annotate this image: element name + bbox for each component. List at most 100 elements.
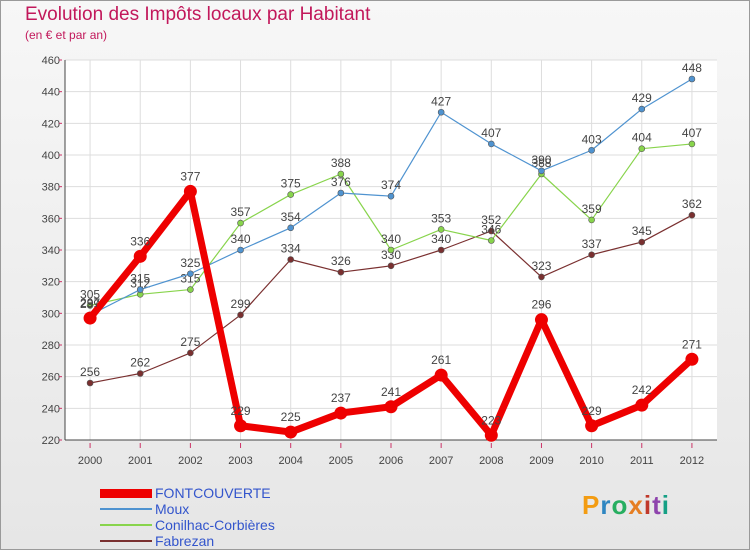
data-label-conilhac-corbi-res: 340 xyxy=(381,232,401,246)
data-point-conilhac-corbi-res xyxy=(488,237,495,244)
data-label-fontcouverte: 336 xyxy=(130,234,150,248)
legend-swatch-fabrezan xyxy=(100,540,152,542)
x-tick-label: 2010 xyxy=(579,455,603,467)
data-point-fabrezan xyxy=(538,273,545,281)
data-label-fabrezan: 330 xyxy=(381,248,401,262)
data-point-moux xyxy=(638,105,646,113)
data-point-conilhac-corbi-res xyxy=(287,191,294,198)
data-point-fabrezan xyxy=(287,256,294,263)
logo-letter: o xyxy=(611,490,629,520)
x-tick-label: 2009 xyxy=(529,455,553,467)
legend-swatch-fontcouverte xyxy=(100,489,152,498)
data-label-conilhac-corbi-res: 407 xyxy=(682,126,702,140)
data-label-fabrezan: 340 xyxy=(431,232,451,246)
chart-title: Evolution des Impôts locaux par Habitant xyxy=(25,4,371,25)
x-tick-label: 2003 xyxy=(228,455,252,467)
data-label-fontcouverte: 241 xyxy=(381,385,401,399)
data-label-fontcouverte: 242 xyxy=(632,383,652,397)
x-tick-label: 2007 xyxy=(429,455,453,467)
data-point-moux xyxy=(488,140,495,148)
data-label-conilhac-corbi-res: 404 xyxy=(632,131,652,145)
proxiti-logo: Proxiti xyxy=(582,490,670,521)
data-point-fabrezan xyxy=(187,349,194,357)
data-label-moux: 340 xyxy=(231,232,251,246)
data-point-fabrezan xyxy=(638,238,646,246)
logo-letter: i xyxy=(643,490,653,520)
data-point-moux xyxy=(187,270,194,278)
data-label-fabrezan: 352 xyxy=(481,213,501,227)
data-point-moux xyxy=(538,167,545,175)
data-point-conilhac-corbi-res xyxy=(437,226,445,233)
data-point-fontcouverte xyxy=(133,249,147,263)
data-label-fabrezan: 334 xyxy=(281,242,301,256)
data-point-fabrezan xyxy=(588,251,595,259)
data-label-moux: 403 xyxy=(582,132,602,146)
data-label-fontcouverte: 223 xyxy=(481,413,501,427)
data-label-moux: 315 xyxy=(130,272,150,286)
data-label-fabrezan: 362 xyxy=(682,197,702,211)
y-tick-label: 300 xyxy=(42,308,60,320)
data-label-conilhac-corbi-res: 359 xyxy=(582,202,602,216)
x-tick-label: 2008 xyxy=(479,455,503,467)
legend-label-moux: Moux xyxy=(155,501,190,517)
x-tick-label: 2004 xyxy=(278,455,302,467)
data-label-fontcouverte: 229 xyxy=(582,404,602,418)
data-point-fontcouverte xyxy=(183,184,197,198)
data-point-fabrezan xyxy=(488,227,495,235)
x-tick-label: 2000 xyxy=(78,455,102,467)
data-point-fontcouverte xyxy=(635,398,649,412)
data-label-fontcouverte: 297 xyxy=(80,296,100,310)
logo-letter: i xyxy=(661,490,670,520)
data-label-fontcouverte: 296 xyxy=(531,298,551,312)
y-tick-label: 460 xyxy=(42,55,60,67)
y-tick-label: 440 xyxy=(42,87,60,99)
data-point-fabrezan xyxy=(688,211,696,219)
data-point-conilhac-corbi-res xyxy=(86,302,94,309)
data-point-fontcouverte xyxy=(384,400,398,414)
data-point-conilhac-corbi-res xyxy=(688,140,696,148)
data-label-moux: 376 xyxy=(331,175,351,189)
y-tick-label: 240 xyxy=(42,403,60,415)
data-label-fabrezan: 337 xyxy=(582,237,602,251)
data-label-fontcouverte: 377 xyxy=(180,169,200,183)
data-label-fabrezan: 323 xyxy=(531,259,551,273)
data-point-fontcouverte xyxy=(484,428,498,442)
x-tick-label: 2012 xyxy=(680,455,704,467)
y-tick-label: 340 xyxy=(42,245,60,257)
logo-letter: r xyxy=(600,490,612,520)
y-tick-label: 420 xyxy=(42,118,60,130)
y-tick-label: 380 xyxy=(42,182,60,194)
logo-letter: x xyxy=(628,490,644,520)
data-point-conilhac-corbi-res xyxy=(387,246,395,254)
data-point-conilhac-corbi-res xyxy=(638,145,646,152)
data-label-moux: 407 xyxy=(481,126,501,140)
data-label-conilhac-corbi-res: 388 xyxy=(331,156,351,170)
data-label-conilhac-corbi-res: 346 xyxy=(481,223,501,237)
data-point-conilhac-corbi-res xyxy=(237,219,244,227)
data-label-moux: 448 xyxy=(682,61,702,75)
data-point-fabrezan xyxy=(237,311,244,319)
data-label-moux: 374 xyxy=(381,178,401,192)
logo-letter: t xyxy=(652,490,662,520)
data-point-conilhac-corbi-res xyxy=(337,170,345,178)
data-label-conilhac-corbi-res: 305 xyxy=(80,287,100,301)
data-label-fabrezan: 345 xyxy=(632,224,652,238)
data-point-fontcouverte xyxy=(585,419,599,433)
data-point-moux xyxy=(688,75,696,83)
legend-swatch-moux xyxy=(100,508,152,510)
logo-letter: P xyxy=(582,490,601,520)
data-label-moux: 390 xyxy=(531,153,551,167)
data-point-moux xyxy=(337,189,345,197)
data-point-fontcouverte xyxy=(83,311,97,325)
data-label-fontcouverte: 229 xyxy=(231,404,251,418)
data-label-fabrezan: 275 xyxy=(180,335,200,349)
data-label-conilhac-corbi-res: 357 xyxy=(231,205,251,219)
data-label-conilhac-corbi-res: 312 xyxy=(130,276,150,290)
x-tick-label: 2005 xyxy=(329,455,353,467)
data-point-fontcouverte xyxy=(434,368,448,382)
data-point-moux xyxy=(588,146,595,154)
data-point-fontcouverte xyxy=(234,419,248,433)
data-point-fabrezan xyxy=(136,370,144,377)
data-label-fontcouverte: 261 xyxy=(431,353,451,367)
